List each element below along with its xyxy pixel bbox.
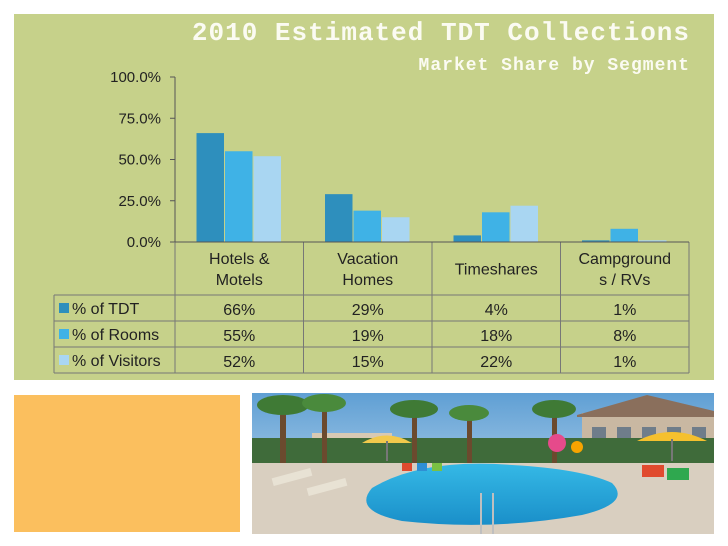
data-label-0-1: 29% bbox=[352, 302, 384, 319]
data-label-0-3: 1% bbox=[613, 302, 636, 319]
data-label-2-2: 22% bbox=[480, 354, 512, 371]
slide-title: 2010 Estimated TDT Collections bbox=[191, 18, 690, 48]
orange-accent-block bbox=[14, 395, 240, 532]
chart-panel: 2010 Estimated TDT Collections Market Sh… bbox=[14, 14, 714, 380]
data-label-2-3: 1% bbox=[613, 354, 636, 371]
y-tick-label: 50.0% bbox=[118, 152, 161, 169]
data-label-0-2: 4% bbox=[485, 302, 508, 319]
bar-ofvisitors-1 bbox=[382, 217, 410, 242]
data-label-1-0: 55% bbox=[223, 328, 255, 345]
legend-swatch-0 bbox=[59, 303, 69, 313]
bar-oftdt-3 bbox=[582, 240, 610, 242]
y-tick-label: 75.0% bbox=[118, 110, 161, 127]
legend-swatch-2 bbox=[59, 355, 69, 365]
bar-ofvisitors-0 bbox=[253, 156, 281, 242]
category-label-0: Hotels & Motels bbox=[209, 251, 270, 289]
bar-chart: 0.0% 25.0% 50.0% 75.0% 100.0% Hotels & Motels V… bbox=[53, 69, 690, 374]
data-label-1-3: 8% bbox=[613, 328, 636, 345]
y-tick-label: 100.0% bbox=[110, 69, 161, 86]
slide-subtitle: Market Share by Segment bbox=[418, 56, 690, 76]
bar-ofvisitors-3 bbox=[639, 240, 667, 242]
bar-ofrooms-0 bbox=[225, 151, 253, 242]
bar-oftdt-0 bbox=[196, 133, 224, 242]
data-label-1-2: 18% bbox=[480, 328, 512, 345]
category-label-3: Campground s / RVs bbox=[579, 251, 672, 289]
bar-ofrooms-3 bbox=[610, 228, 638, 242]
bar-oftdt-2 bbox=[453, 235, 481, 242]
legend-label-0: % of TDT bbox=[72, 301, 140, 318]
bar-ofvisitors-2 bbox=[510, 205, 538, 242]
resort-pool-photo bbox=[252, 393, 714, 534]
data-label-1-1: 19% bbox=[352, 328, 384, 345]
data-label-2-0: 52% bbox=[223, 354, 255, 371]
bar-ofrooms-1 bbox=[353, 210, 381, 242]
y-tick-label: 0.0% bbox=[127, 234, 161, 251]
data-label-0-0: 66% bbox=[223, 302, 255, 319]
legend-label-1: % of Rooms bbox=[72, 327, 159, 344]
resort-pool-photo-icon bbox=[252, 393, 714, 534]
category-label-1: Vacation Homes bbox=[337, 251, 398, 289]
legend-swatch-1 bbox=[59, 329, 69, 339]
category-label-2: Timeshares bbox=[455, 262, 538, 279]
legend-label-2: % of Visitors bbox=[72, 353, 161, 370]
bar-oftdt-1 bbox=[325, 194, 353, 242]
bar-ofrooms-2 bbox=[482, 212, 510, 242]
y-tick-label: 25.0% bbox=[118, 193, 161, 210]
data-label-2-1: 15% bbox=[352, 354, 384, 371]
